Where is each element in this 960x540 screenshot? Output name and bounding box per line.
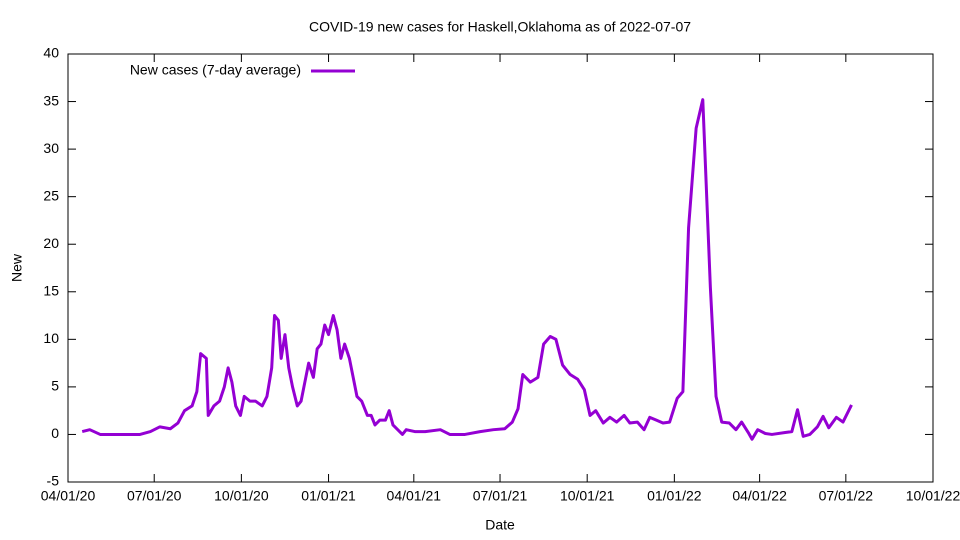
y-tick-label: -5 (47, 473, 60, 489)
y-tick-label: 5 (51, 378, 59, 394)
x-axis-label: Date (485, 517, 515, 533)
x-tick-label: 04/01/22 (732, 488, 787, 504)
x-tick-label: 07/01/20 (127, 488, 182, 504)
x-tick-label: 10/01/21 (560, 488, 615, 504)
chart-title: COVID-19 new cases for Haskell,Oklahoma … (309, 19, 691, 35)
x-tick-label: 04/01/21 (387, 488, 442, 504)
y-tick-label: 35 (43, 92, 59, 108)
data-line (81, 98, 853, 441)
y-tick-label: 40 (43, 45, 59, 61)
x-tick-label: 07/01/21 (473, 488, 528, 504)
x-tick-label: 01/01/22 (647, 488, 702, 504)
y-tick-label: 20 (43, 235, 59, 251)
legend-label: New cases (7-day average) (130, 62, 301, 78)
y-tick-label: 25 (43, 187, 59, 203)
y-tick-label: 0 (51, 425, 59, 441)
x-tick-label: 04/01/20 (41, 488, 96, 504)
x-tick-label: 10/01/22 (906, 488, 960, 504)
plot-frame (67, 53, 934, 483)
y-axis-label: New (9, 253, 25, 282)
y-tick-label: 15 (43, 282, 59, 298)
y-tick-label: 10 (43, 330, 59, 346)
x-tick-label: 10/01/20 (214, 488, 269, 504)
y-tick-label: 30 (43, 140, 59, 156)
x-tick-label: 07/01/22 (819, 488, 874, 504)
x-tick-label: 01/01/21 (301, 488, 356, 504)
